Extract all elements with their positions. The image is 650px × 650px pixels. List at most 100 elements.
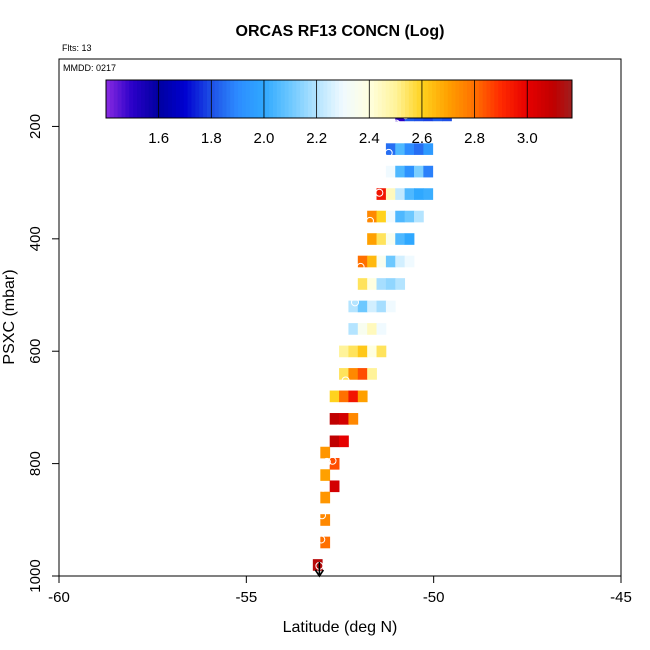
colorbar-swatch bbox=[505, 80, 511, 118]
colorbar-swatch bbox=[467, 80, 472, 118]
colorbar-swatch bbox=[133, 80, 138, 118]
colorbar-tick-label: 1.6 bbox=[148, 130, 169, 147]
colorbar-swatch bbox=[140, 80, 146, 118]
colorbar-swatch bbox=[486, 80, 491, 118]
colorbar-swatch bbox=[544, 80, 550, 118]
heatmap-cell bbox=[385, 233, 396, 245]
heatmap-cell bbox=[312, 559, 323, 571]
heatmap-cell bbox=[329, 435, 340, 448]
colorbar-swatch bbox=[238, 80, 243, 118]
heatmap-cell bbox=[404, 255, 415, 268]
colorbar-swatch bbox=[144, 80, 150, 118]
colorbar-swatch bbox=[502, 80, 507, 118]
colorbar-swatch bbox=[276, 80, 282, 118]
heatmap-cell bbox=[329, 480, 340, 493]
colorbar-swatch bbox=[548, 80, 554, 118]
colorbar-swatch bbox=[218, 80, 223, 118]
heatmap-cell bbox=[367, 278, 377, 290]
colorbar-swatch bbox=[152, 80, 157, 118]
heatmap-cell bbox=[395, 143, 406, 155]
colorbar-swatch bbox=[439, 80, 445, 118]
heatmap-cell bbox=[414, 165, 424, 178]
plot-frame bbox=[58, 58, 622, 577]
heatmap-cell bbox=[423, 165, 434, 178]
chart-title: ORCAS RF13 CONCN (Log) bbox=[236, 23, 445, 40]
heatmap-cell bbox=[376, 233, 387, 245]
track-marker bbox=[328, 456, 337, 465]
heatmap-cell bbox=[376, 255, 387, 268]
colorbar-swatch bbox=[179, 80, 185, 118]
heatmap-cell bbox=[395, 278, 406, 290]
heatmap-cell bbox=[348, 345, 359, 358]
colorbar-swatch bbox=[405, 80, 410, 118]
heatmap-cell bbox=[414, 210, 424, 223]
heatmap-cell bbox=[320, 446, 331, 459]
track-marker bbox=[319, 483, 328, 492]
heatmap-cell bbox=[339, 413, 349, 425]
track-marker bbox=[356, 262, 365, 271]
colorbar-swatch bbox=[160, 80, 165, 118]
colorbar-swatch bbox=[203, 80, 208, 118]
heatmap-cell bbox=[339, 345, 349, 358]
colorbar-swatch bbox=[117, 80, 123, 118]
heatmap-cell bbox=[376, 323, 387, 335]
colorbar-swatch bbox=[560, 80, 565, 118]
heatmap-cell bbox=[395, 165, 406, 178]
heatmap-cell bbox=[348, 323, 359, 335]
flights-annotation: Flts: 13 bbox=[62, 43, 92, 53]
track-marker bbox=[318, 511, 327, 520]
colorbar-swatch bbox=[315, 80, 321, 118]
colorbar-swatch bbox=[463, 80, 468, 118]
heatmap-cell bbox=[395, 210, 406, 223]
colorbar-swatch bbox=[331, 80, 336, 118]
colorbar-swatch bbox=[408, 80, 414, 118]
heatmap-cell bbox=[357, 390, 368, 403]
colorbar-swatch bbox=[288, 80, 293, 118]
colorbar-swatch bbox=[385, 80, 390, 118]
heatmap-cell bbox=[339, 368, 349, 380]
heatmap-cell bbox=[385, 210, 396, 223]
colorbar-swatch bbox=[109, 80, 115, 118]
heatmap-cell bbox=[423, 188, 434, 200]
heatmap-cell bbox=[395, 233, 406, 245]
colorbar-swatch bbox=[358, 80, 363, 118]
x-tick-label: -55 bbox=[235, 589, 257, 606]
colorbar-swatch bbox=[253, 80, 258, 118]
heatmap-cell bbox=[367, 345, 377, 358]
track-marker bbox=[322, 457, 331, 466]
track-marker bbox=[341, 376, 350, 385]
heatmap-cell bbox=[367, 233, 377, 245]
colorbar-swatch bbox=[187, 80, 192, 118]
colorbar-swatch bbox=[362, 80, 367, 118]
x-tick-label: -60 bbox=[48, 589, 70, 606]
track-marker bbox=[384, 148, 393, 157]
y-axis: 200 400 600 800 1000 bbox=[27, 114, 59, 593]
colorbar-swatch bbox=[498, 80, 503, 118]
colorbar-swatch bbox=[436, 80, 441, 118]
colorbar-swatch bbox=[327, 80, 332, 118]
colorbar-swatch bbox=[172, 80, 177, 118]
colorbar-swatch bbox=[416, 80, 422, 118]
heatmap-cell bbox=[376, 300, 387, 313]
colorbar-swatch bbox=[210, 80, 216, 118]
colorbar-swatch bbox=[168, 80, 173, 118]
colorbar-swatch bbox=[148, 80, 154, 118]
colorbar-tick-label: 2.6 bbox=[412, 130, 433, 147]
colorbar-swatch bbox=[540, 80, 546, 118]
colorbar-swatch bbox=[447, 80, 453, 118]
y-tick-label: 400 bbox=[27, 226, 44, 251]
colorbar-swatch bbox=[323, 80, 328, 118]
heatmap-cell bbox=[348, 413, 359, 425]
track-marker bbox=[392, 119, 401, 128]
colorbar-swatch bbox=[564, 80, 569, 118]
colorbar-swatch bbox=[428, 80, 433, 118]
heatmap-cell bbox=[404, 143, 415, 155]
heatmap-cell bbox=[404, 188, 415, 200]
heatmap-cell bbox=[357, 368, 368, 380]
colorbar-tick-label: 2.4 bbox=[359, 130, 380, 147]
y-axis-label: PSXC (mbar) bbox=[1, 269, 18, 364]
heatmap-cell bbox=[385, 143, 396, 155]
heatmap-cell bbox=[395, 255, 406, 268]
x-tick-label: -50 bbox=[423, 589, 445, 606]
